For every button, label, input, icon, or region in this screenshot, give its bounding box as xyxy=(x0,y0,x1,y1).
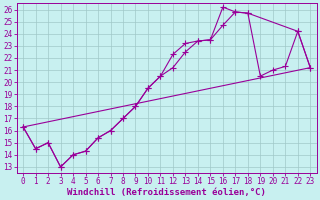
X-axis label: Windchill (Refroidissement éolien,°C): Windchill (Refroidissement éolien,°C) xyxy=(67,188,266,197)
